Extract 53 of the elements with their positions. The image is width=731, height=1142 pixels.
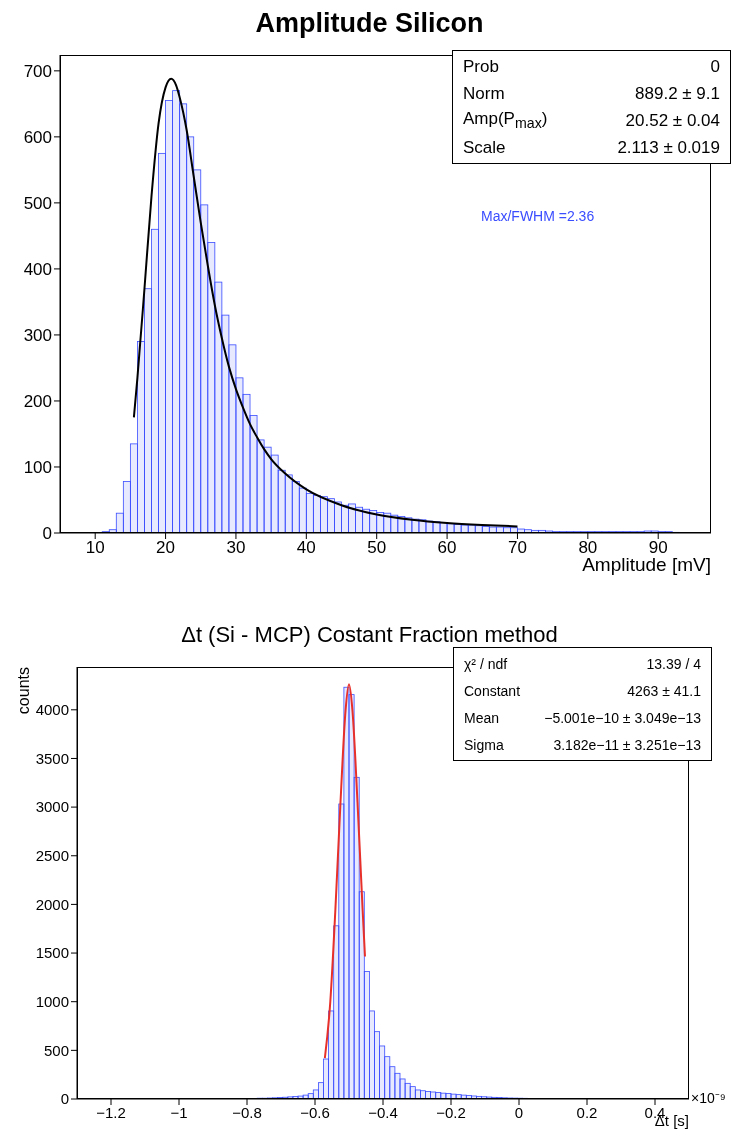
y-tick-label: 2000 <box>35 895 69 913</box>
x-tick-label: 50 <box>367 538 387 558</box>
annotation: χ² / ndf <box>464 655 508 672</box>
x-tick-label: 10 <box>85 538 105 558</box>
y-tick-label: 500 <box>23 193 52 213</box>
x-tick-label: 0.2 <box>576 1103 598 1121</box>
annotation: 889.2 ± 9.1 <box>635 83 720 104</box>
x-tick-label: −1.2 <box>96 1103 126 1121</box>
annotation: 3.182e−11 ± 3.251e−13 <box>553 736 701 753</box>
annotation: Max/FWHM =2.36 <box>481 208 595 224</box>
annotation: Scale <box>463 137 506 158</box>
y-tick-label: 500 <box>43 1041 69 1059</box>
x-tick-label: −1 <box>170 1103 188 1121</box>
chart-title: Δt (Si - MCP) Costant Fraction method <box>180 622 559 648</box>
y-tick-label: 600 <box>23 127 52 147</box>
x-tick-label: 40 <box>296 538 316 558</box>
x-tick-label: 30 <box>226 538 246 558</box>
y-tick-label: 0 <box>42 524 52 544</box>
y-tick-label: 200 <box>23 391 52 411</box>
x-tick-label: 70 <box>508 538 527 558</box>
x-tick-label: 20 <box>156 538 176 558</box>
y-axis-title: counts <box>15 667 33 715</box>
y-tick-label: 4000 <box>35 701 69 719</box>
y-tick-label: 700 <box>23 61 52 81</box>
annotation: Constant <box>464 682 521 699</box>
annotation: 4263 ± 41.1 <box>627 682 701 699</box>
annotation: 0 <box>710 56 720 77</box>
x-tick-label: −0.4 <box>368 1103 398 1121</box>
annotation: 13.39 / 4 <box>646 655 701 672</box>
x-tick-label: −0.2 <box>436 1103 466 1121</box>
annotation: Amp(P$_{max}$) <box>463 109 548 132</box>
y-tick-label: 1000 <box>35 993 69 1011</box>
annotation: −5.001e−10 ± 3.049e−13 <box>544 709 701 726</box>
annotation: 20.52 ± 0.04 <box>625 110 720 131</box>
y-tick-label: 3500 <box>35 749 69 767</box>
y-tick-label: 1500 <box>35 944 69 962</box>
y-tick-label: 400 <box>23 259 52 279</box>
annotation: Sigma <box>464 736 504 753</box>
annotation: Norm <box>463 83 505 104</box>
x-tick-label: −0.8 <box>232 1103 262 1121</box>
y-tick-label: 2500 <box>35 847 69 865</box>
annotation: Prob <box>463 56 499 77</box>
chart-title: Amplitude Silicon <box>254 8 485 39</box>
text: ×10⁻⁹ <box>691 1089 726 1107</box>
x-tick-label: 60 <box>437 538 457 558</box>
annotation: 2.113 ± 0.019 <box>617 137 720 158</box>
x-tick-label: 0 <box>514 1103 524 1121</box>
annotation: Mean <box>464 709 500 726</box>
y-tick-label: 100 <box>23 458 52 478</box>
x-tick-label: −0.6 <box>300 1103 330 1121</box>
y-tick-label: 0 <box>60 1090 69 1108</box>
y-tick-label: 300 <box>23 325 52 345</box>
y-tick-label: 3000 <box>35 798 69 816</box>
